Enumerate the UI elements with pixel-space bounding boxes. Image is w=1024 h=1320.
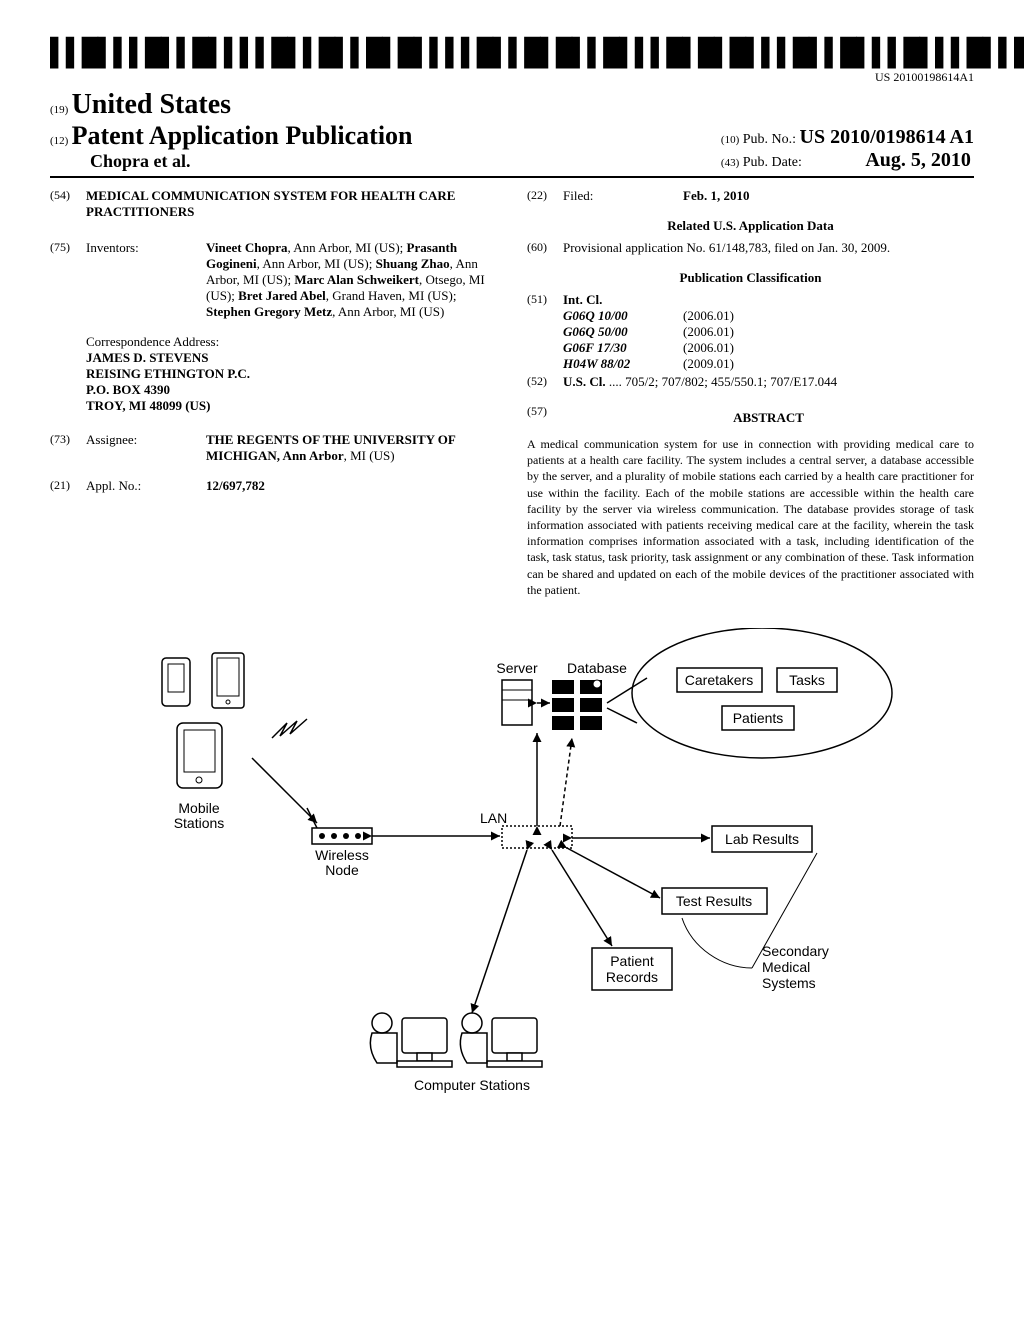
inventors-label: Inventors: (86, 240, 206, 320)
inventors-code: (75) (50, 240, 86, 320)
correspondence-label: Correspondence Address: (86, 334, 497, 350)
provisional-value: Provisional application No. 61/148,783, … (563, 240, 974, 256)
uscl-label: U.S. Cl. (563, 374, 606, 389)
svg-text:Records: Records (606, 969, 658, 985)
label-lab-results: Lab Results (725, 831, 799, 847)
computer-station-2 (460, 1013, 542, 1067)
intcl-grid: G06Q 10/00(2006.01)G06Q 50/00(2006.01)G0… (563, 308, 974, 372)
applno-value: 12/697,782 (206, 478, 497, 494)
abstract-code: (57) (527, 404, 563, 432)
filed-code: (22) (527, 188, 563, 204)
assignee-code: (73) (50, 432, 86, 464)
related-heading: Related U.S. Application Data (527, 218, 974, 234)
correspondence-block: Correspondence Address: JAMES D. STEVENS… (86, 334, 497, 414)
label-test-results: Test Results (676, 893, 752, 909)
system-diagram: Mobile Stations Wireless Node LAN Server… (122, 628, 902, 1128)
invention-title: MEDICAL COMMUNICATION SYSTEM FOR HEALTH … (86, 188, 497, 220)
label-database: Database (567, 660, 627, 676)
abstract-text: A medical communication system for use i… (527, 436, 974, 598)
left-column: (54) MEDICAL COMMUNICATION SYSTEM FOR HE… (50, 188, 497, 598)
assignee-value: THE REGENTS OF THE UNIVERSITY OF MICHIGA… (206, 432, 497, 464)
bibliographic-columns: (54) MEDICAL COMMUNICATION SYSTEM FOR HE… (50, 188, 974, 598)
label-caretakers: Caretakers (685, 672, 753, 688)
label-patients: Patients (733, 710, 784, 726)
svg-text:Node: Node (325, 862, 359, 878)
barcode-area: ▌▌█▌▌▌█▌▌█▌▌▌▌█▌▌█▌▌█▌█▌▌▌▌█▌▌█▌█▌▌█▌▌▌█… (50, 40, 974, 85)
intcl-label: Int. Cl. (563, 292, 974, 308)
right-column: (22) Filed: Feb. 1, 2010 Related U.S. Ap… (527, 188, 974, 598)
barcode-number: US 20100198614A1 (50, 70, 974, 85)
applno-label: Appl. No.: (86, 478, 206, 494)
abstract-heading: ABSTRACT (563, 410, 974, 426)
pubno-code: (10) (721, 134, 739, 146)
computer-station-1 (370, 1013, 452, 1067)
country-code: (19) (50, 104, 68, 116)
pubno-label: Pub. No.: (743, 132, 796, 147)
uscl-value: .... 705/2; 707/802; 455/550.1; 707/E17.… (609, 374, 837, 389)
label-patient-records: Patient (610, 953, 654, 969)
label-mobile-stations: Mobile (178, 800, 219, 816)
pubdate-code: (43) (721, 157, 739, 169)
pubdate-value: Aug. 5, 2010 (865, 149, 971, 171)
label-tasks: Tasks (789, 672, 825, 688)
filed-label: Filed: (563, 188, 683, 204)
label-secondary: Secondary (762, 943, 829, 959)
label-lan: LAN (480, 810, 507, 826)
inventors-value: Vineet Chopra, Ann Arbor, MI (US); Prasa… (206, 240, 497, 320)
assignee-label: Assignee: (86, 432, 206, 464)
provisional-code: (60) (527, 240, 563, 256)
uscl-code: (52) (527, 374, 563, 390)
pubdate-label: Pub. Date: (743, 155, 802, 170)
country-name: United States (72, 89, 231, 120)
applno-code: (21) (50, 478, 86, 494)
intcl-code: (51) (527, 292, 563, 372)
label-computer-stations: Computer Stations (414, 1077, 530, 1093)
svg-text:Medical: Medical (762, 959, 810, 975)
authors-line: Chopra et al. (90, 151, 413, 172)
svg-text:Stations: Stations (174, 815, 225, 831)
svg-text:Systems: Systems (762, 975, 816, 991)
label-server: Server (496, 660, 538, 676)
title-code: (54) (50, 188, 86, 220)
pubno-value: US 2010/0198614 A1 (800, 126, 974, 148)
publication-type: Patent Application Publication (72, 121, 413, 150)
document-header: (19) United States (12) Patent Applicati… (50, 89, 974, 178)
pub-code: (12) (50, 135, 68, 147)
barcode-graphic: ▌▌█▌▌▌█▌▌█▌▌▌▌█▌▌█▌▌█▌█▌▌▌▌█▌▌█▌█▌▌█▌▌▌█… (50, 40, 1024, 68)
label-wireless-node: Wireless (315, 847, 369, 863)
classification-heading: Publication Classification (527, 270, 974, 286)
figure-area: Mobile Stations Wireless Node LAN Server… (50, 628, 974, 1132)
correspondence-value: JAMES D. STEVENS REISING ETHINGTON P.C. … (86, 350, 497, 414)
filed-value: Feb. 1, 2010 (683, 188, 974, 204)
